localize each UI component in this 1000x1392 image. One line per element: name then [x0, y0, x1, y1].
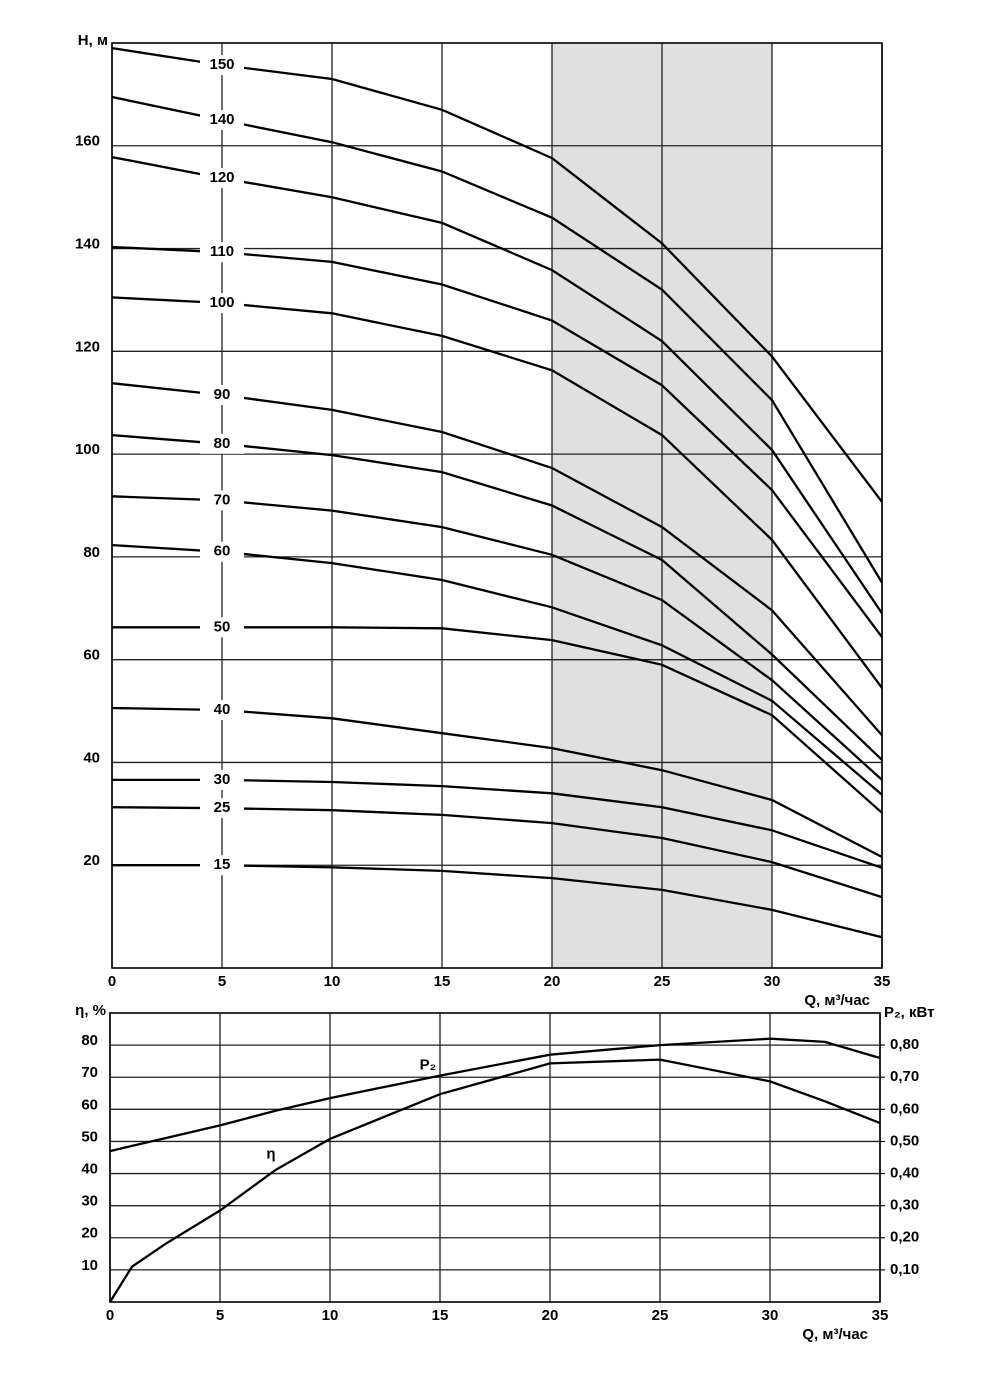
x-tick-label: 25	[652, 1307, 669, 1324]
curve	[109, 1058, 881, 1303]
x-axis-label: Q, м³/час	[802, 1326, 868, 1343]
y-tick-label: 160	[75, 133, 100, 150]
y2-tick-label: 0,40	[890, 1165, 919, 1182]
y2-tick-label: 0,70	[890, 1068, 919, 1085]
y-axis-label: η, %	[75, 1002, 106, 1019]
y-tick-label: 80	[81, 1032, 98, 1049]
curve-label-bg	[200, 855, 244, 876]
y-tick-label: 20	[83, 852, 100, 869]
y-tick-label: 60	[83, 647, 100, 664]
curve-label-bg	[200, 168, 244, 189]
curve-label: 15	[214, 856, 231, 873]
x-tick-label: 35	[872, 1307, 889, 1324]
curve-label: 25	[214, 799, 231, 816]
y-tick-label: 20	[81, 1225, 98, 1242]
y-tick-label: 40	[81, 1161, 98, 1178]
curve-label-bg	[200, 617, 244, 638]
x-tick-label: 10	[324, 973, 341, 990]
y2-tick-label: 0,10	[890, 1261, 919, 1278]
curve-label-bg	[200, 700, 244, 721]
curve-label: 140	[209, 111, 234, 128]
curve-label: 50	[214, 618, 231, 635]
curve-label: 120	[209, 169, 234, 186]
curve-label-bg	[200, 769, 244, 790]
curve-label-bg	[200, 490, 244, 511]
y-tick-label: 10	[81, 1257, 98, 1274]
x-tick-label: 5	[218, 973, 226, 990]
y2-tick-label: 0,50	[890, 1132, 919, 1149]
curve-label-bg	[200, 798, 244, 819]
curve-label-bg	[200, 110, 244, 131]
x-tick-label: 0	[108, 973, 116, 990]
y-tick-label: 70	[81, 1064, 98, 1081]
curve-label: 150	[209, 56, 234, 73]
curve-label: P₂	[420, 1057, 437, 1074]
x-tick-label: 20	[544, 973, 561, 990]
curve-label: 90	[214, 386, 231, 403]
curve-label-bg	[200, 541, 244, 562]
curve-label: 80	[214, 435, 231, 452]
curve-label-bg	[200, 242, 244, 263]
y2-tick-label: 0,20	[890, 1229, 919, 1246]
x-tick-label: 5	[216, 1307, 224, 1324]
curve-label: 100	[209, 294, 234, 311]
curve-label-bg	[200, 55, 244, 76]
x-tick-label: 35	[874, 973, 891, 990]
x-tick-label: 20	[542, 1307, 559, 1324]
y-tick-label: 140	[75, 236, 100, 253]
y-tick-label: 60	[81, 1096, 98, 1113]
y-axis-label: H, м	[78, 32, 108, 49]
plot-frame	[109, 1012, 881, 1303]
curve-label-bg	[200, 433, 244, 454]
y2-tick-label: 0,80	[890, 1036, 919, 1053]
x-tick-label: 15	[432, 1307, 449, 1324]
curve-label: 110	[210, 243, 234, 260]
x-tick-label: 0	[106, 1307, 114, 1324]
curve-label-bg	[200, 385, 244, 406]
curve-label: 40	[214, 701, 231, 718]
y-tick-label: 30	[81, 1193, 98, 1210]
curve-label: η	[266, 1145, 275, 1162]
y2-axis-label: P₂, кВт	[884, 1004, 935, 1021]
x-tick-label: 30	[762, 1307, 779, 1324]
curve	[109, 1037, 881, 1153]
x-tick-label: 25	[654, 973, 671, 990]
y-tick-label: 40	[83, 749, 100, 766]
x-tick-label: 30	[764, 973, 781, 990]
y-tick-label: 80	[83, 544, 100, 561]
x-tick-label: 10	[322, 1307, 339, 1324]
x-axis-label: Q, м³/час	[804, 992, 870, 1009]
curve-label-bg	[200, 293, 244, 314]
y2-tick-label: 0,60	[890, 1100, 919, 1117]
curve-label: 60	[214, 543, 231, 560]
y-tick-label: 50	[81, 1128, 98, 1145]
plot-frame	[111, 42, 883, 969]
y-tick-label: 100	[75, 441, 100, 458]
y2-tick-label: 0,30	[890, 1197, 919, 1214]
y-tick-label: 120	[75, 338, 100, 355]
curve-label: 70	[214, 491, 231, 508]
x-tick-label: 15	[434, 973, 451, 990]
curve-label: 30	[214, 771, 231, 788]
